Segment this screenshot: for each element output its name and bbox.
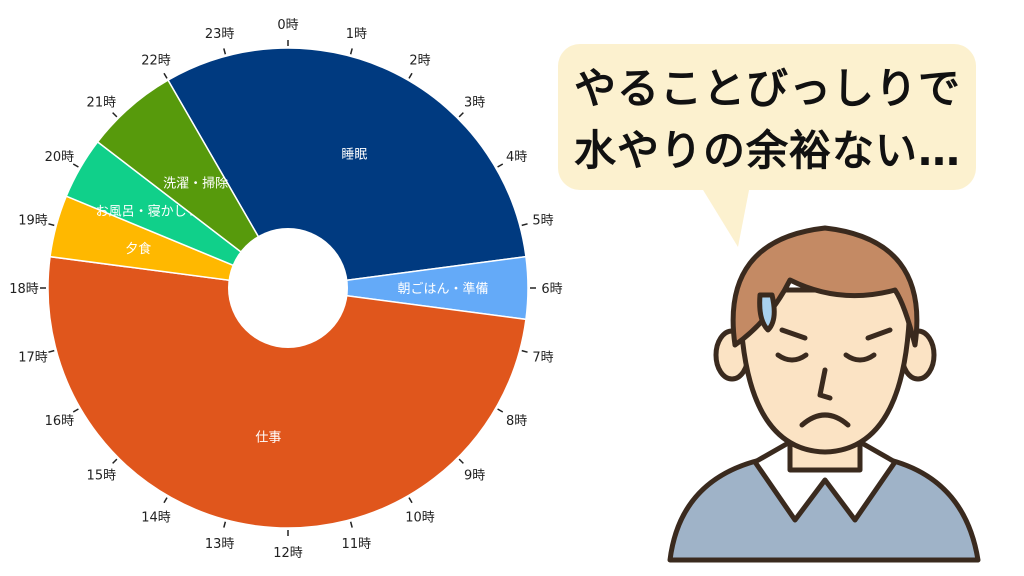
hour-tick [72, 163, 79, 168]
speech-line-2: 水やりの余裕ない… [574, 126, 962, 175]
hour-tick [349, 521, 353, 528]
hour-tick [521, 349, 528, 353]
hour-label: 6時 [541, 282, 562, 297]
speech-bubble-tail [700, 185, 750, 247]
hour-tick [163, 497, 168, 504]
speech-line-1: やることびっしりで [574, 64, 962, 113]
daily-schedule-donut-chart: 睡眠朝ごはん・準備仕事夕食お風呂・寝かしつけ洗濯・掃除0時1時2時3時4時5時6… [9, 18, 562, 561]
hour-tick [72, 408, 79, 413]
hour-label: 7時 [532, 350, 553, 365]
hour-label: 8時 [506, 414, 527, 429]
hour-tick [223, 521, 227, 528]
speech-bubble [558, 44, 976, 190]
hour-tick [349, 48, 353, 55]
hour-label: 14時 [141, 511, 171, 526]
hour-label: 0時 [277, 18, 298, 33]
worried-man-illustration [667, 225, 981, 563]
slice-0 [166, 47, 527, 289]
hour-tick [112, 458, 118, 464]
hour-label: 13時 [205, 537, 235, 552]
hour-tick [223, 48, 227, 55]
hour-label: 4時 [506, 150, 527, 165]
slice-label: 睡眠 [341, 147, 367, 162]
hour-tick [408, 497, 413, 504]
hour-tick [48, 223, 55, 227]
hour-tick [458, 458, 464, 464]
hour-tick [163, 72, 168, 79]
hour-tick [497, 163, 504, 168]
hour-label: 5時 [532, 214, 553, 229]
hour-tick [458, 112, 464, 118]
hour-label: 11時 [342, 537, 372, 552]
hour-label: 15時 [87, 469, 117, 484]
slice-5 [96, 79, 289, 289]
slice-label: 夕食 [125, 241, 151, 257]
hour-label: 3時 [464, 95, 485, 110]
hour-label: 22時 [141, 53, 171, 68]
hour-label: 2時 [409, 53, 430, 68]
hour-tick [48, 349, 55, 353]
hour-label: 21時 [87, 95, 117, 110]
speech-bubble-text: やることびっしりで 水やりの余裕ない… [574, 58, 961, 182]
donut-hole [228, 228, 348, 348]
slice-label: 仕事 [255, 431, 281, 446]
hour-label: 17時 [18, 350, 48, 365]
slice-label: 洗濯・掃除 [163, 176, 228, 192]
hour-label: 19時 [18, 214, 48, 229]
hour-label: 1時 [346, 27, 367, 42]
hour-label: 12時 [273, 546, 303, 561]
hour-tick [408, 72, 413, 79]
slice-2 [47, 255, 527, 529]
hour-tick [497, 408, 504, 413]
slice-label: 朝ごはん・準備 [397, 281, 488, 297]
hour-tick [521, 223, 528, 227]
hour-label: 23時 [205, 27, 235, 42]
hour-label: 20時 [45, 150, 75, 165]
hour-label: 16時 [45, 414, 75, 429]
hour-label: 9時 [464, 469, 485, 484]
hour-tick [112, 112, 118, 118]
hour-label: 10時 [405, 511, 435, 526]
hour-label: 18時 [9, 282, 39, 297]
